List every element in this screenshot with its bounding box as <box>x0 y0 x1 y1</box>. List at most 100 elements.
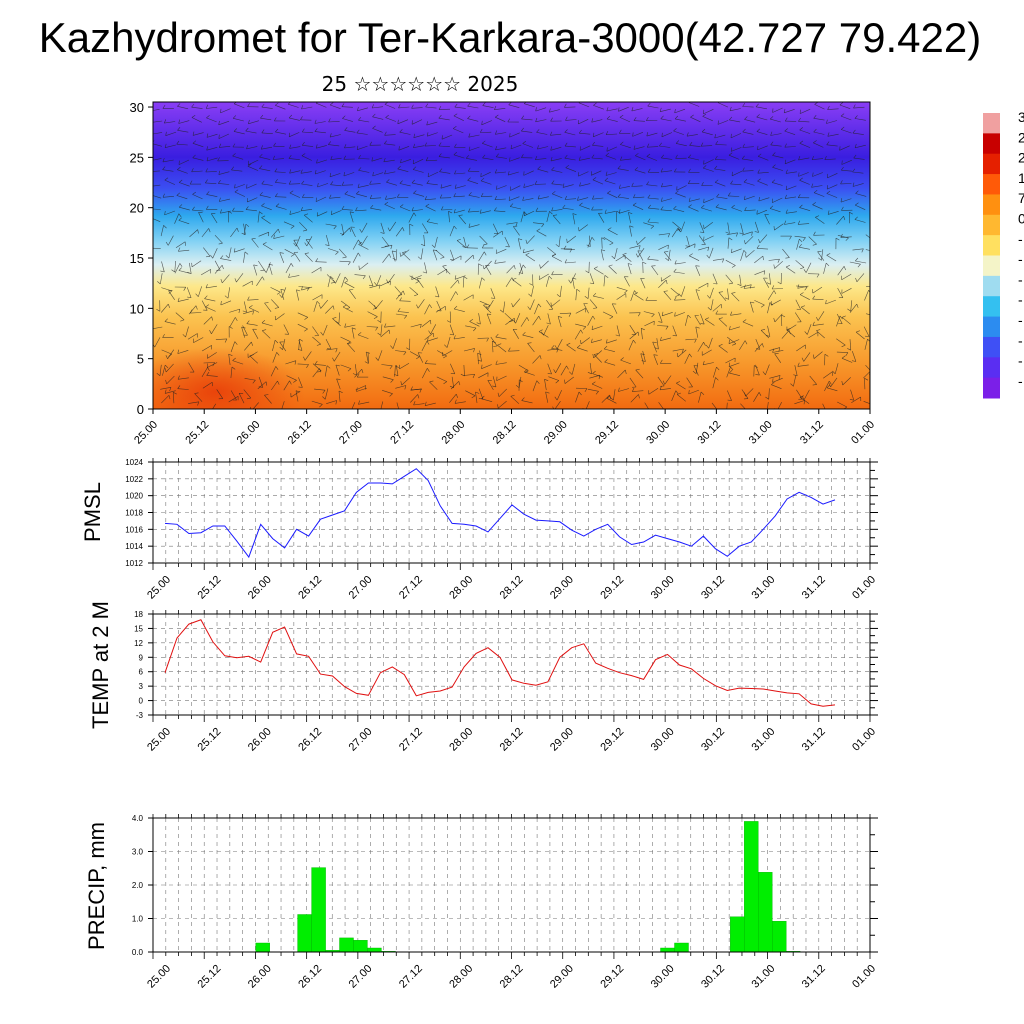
wind-barb <box>512 279 522 287</box>
wind-barb <box>673 130 684 135</box>
wind-barb-flag <box>468 146 471 151</box>
wind-barb <box>772 350 784 353</box>
wind-barb <box>564 106 576 108</box>
wind-barb <box>671 390 677 402</box>
wind-barb <box>510 396 520 404</box>
wind-barb-flag <box>790 383 794 387</box>
wind-barb-flag <box>609 242 614 246</box>
wind-barb <box>192 143 204 148</box>
wind-barb <box>330 184 342 187</box>
wind-barb-flag <box>372 113 376 118</box>
wind-barb <box>603 236 614 244</box>
colorbar-label: 3 <box>1018 109 1024 125</box>
wind-barb <box>289 132 300 138</box>
wind-barb <box>518 264 524 276</box>
wind-barb <box>624 276 630 287</box>
wind-barb <box>326 400 337 404</box>
wind-barb-flag <box>617 165 621 169</box>
wind-barb-flag <box>330 155 333 160</box>
precip-bars <box>255 821 801 953</box>
wind-barb <box>456 240 466 248</box>
wind-barb-flag <box>304 213 309 216</box>
wind-barb <box>521 400 533 404</box>
wind-barb-flag <box>750 301 755 304</box>
wind-barb <box>185 326 189 338</box>
wind-barb-flag <box>702 113 707 117</box>
wind-barb <box>688 157 700 161</box>
wind-barb <box>716 196 728 199</box>
colorbar-label: - <box>1018 231 1023 247</box>
wind-barb <box>839 145 850 151</box>
wind-barb-flag <box>744 195 746 200</box>
wind-barb <box>601 394 610 403</box>
wind-barb-flag <box>390 345 394 349</box>
wind-barb-flag <box>518 272 523 274</box>
wind-barb-flag <box>330 102 334 106</box>
wind-barb <box>206 194 218 197</box>
wind-barb <box>660 118 672 122</box>
wind-barb-flag <box>660 115 664 120</box>
wind-barb-flag <box>177 103 181 107</box>
wind-barb-flag <box>377 409 380 412</box>
wind-barb-flag <box>825 299 827 305</box>
wind-barbs <box>153 102 870 412</box>
wind-barb <box>767 290 775 300</box>
wind-barb-flag <box>245 127 249 132</box>
wind-barb <box>426 121 438 126</box>
wind-barb-flag <box>591 325 594 330</box>
wind-barb-flag <box>220 255 224 259</box>
wind-barb-flag <box>163 225 167 229</box>
wind-barb <box>674 299 686 301</box>
wind-barb <box>730 183 742 186</box>
wind-barb-flag <box>585 270 590 274</box>
wind-barb-flag <box>261 129 265 134</box>
wind-barb <box>483 260 492 270</box>
x-tick-label: 26.12 <box>296 726 324 754</box>
wind-barb-flag <box>397 165 401 170</box>
wind-barb <box>494 198 506 200</box>
wind-barb-flag <box>439 168 443 172</box>
wind-barb <box>559 312 571 314</box>
wind-barb-flag <box>377 332 381 336</box>
wind-barb-flag <box>582 326 587 330</box>
wind-barb <box>592 145 604 147</box>
wind-barb <box>205 285 217 289</box>
wind-barb-flag <box>853 154 857 159</box>
wind-barb-flag <box>225 255 230 259</box>
wind-barb-flag <box>329 194 332 199</box>
wind-barb-flag <box>177 166 181 170</box>
wind-barb <box>441 209 453 211</box>
wind-barb-flag <box>205 104 209 109</box>
wind-barb <box>754 221 759 233</box>
x-tick-label: 29.12 <box>598 963 626 991</box>
wind-barb-flag <box>233 248 236 253</box>
wind-barb <box>467 118 479 122</box>
wind-barb-flag <box>606 107 609 112</box>
wind-barb <box>494 261 506 264</box>
wind-barb <box>853 106 865 109</box>
wind-barb-flag <box>220 108 222 113</box>
wind-barb <box>728 339 740 344</box>
wind-barb <box>401 377 411 386</box>
wind-barb <box>646 156 658 161</box>
wind-barb-flag <box>566 365 569 370</box>
wind-barb <box>178 249 190 252</box>
wind-barb-flag <box>330 282 335 284</box>
wind-barb-flag <box>388 329 391 334</box>
wind-barb <box>432 249 438 261</box>
wind-barb <box>425 206 436 212</box>
wind-barb <box>480 171 491 178</box>
wind-barb <box>768 258 780 261</box>
precip-bar <box>758 872 773 953</box>
wind-barb-flag <box>453 305 458 310</box>
wind-barb-flag <box>812 384 817 386</box>
wind-barb-flag <box>799 177 803 181</box>
wind-barb-flag <box>344 144 347 149</box>
precip-bar <box>311 867 326 953</box>
wind-barb <box>384 143 396 146</box>
wind-barb-flag <box>315 144 318 149</box>
wind-barb-flag <box>402 227 405 232</box>
wind-barb <box>837 266 845 276</box>
wind-barb-flag <box>854 115 858 119</box>
wind-barb-flag <box>330 276 334 280</box>
